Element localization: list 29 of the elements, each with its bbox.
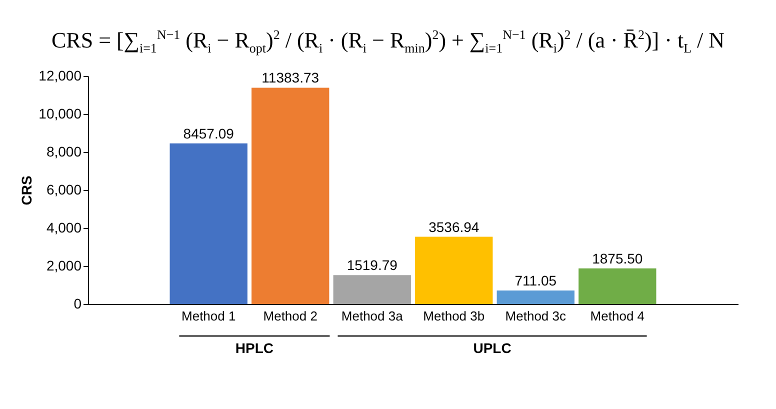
y-tick-label: 6,000	[46, 182, 82, 198]
data-label: 1875.50	[592, 250, 643, 266]
bar	[252, 88, 330, 304]
y-tick-label: 0	[74, 296, 82, 312]
y-tick-label: 4,000	[46, 220, 82, 236]
y-tick-label: 8,000	[46, 144, 82, 160]
bar	[496, 290, 574, 304]
text: UPLC	[473, 340, 512, 356]
y-tick-label: 2,000	[46, 258, 82, 274]
x-tick-label: Method 2	[263, 308, 318, 324]
x-tick-label: Method 3a	[341, 308, 404, 324]
data-label: 8457.09	[183, 125, 234, 142]
x-tick-label: Method 4	[590, 308, 645, 324]
data-label: 11383.73	[262, 70, 320, 86]
bar	[333, 275, 411, 304]
y-tick-label: 12,000	[38, 68, 82, 84]
data-label: 711.05	[514, 272, 557, 288]
bar	[170, 143, 248, 304]
text: HPLC	[235, 340, 274, 356]
chart-title: CRS = [∑$_{i=1}$$^{N−1}$ (R$_{i}$ − R$_{opt}$)$^{2}$ / (R$_{i}$ · (R$_{i}$ − R$_{min}$)$^{2}$) + ∑$_{i=1}$$^{N−1}$ (R$_{i}$)$^{2}$ / (a · R̄$^{2}$)] · t$_{L}$ / N	[51, 27, 725, 56]
bar	[415, 236, 493, 304]
bar	[578, 268, 656, 304]
x-tick-label: Method 1	[181, 308, 236, 324]
data-label: 1519.79	[346, 257, 398, 274]
y-axis-title: CRS	[18, 176, 35, 206]
x-tick-label: Method 3c	[505, 308, 566, 324]
x-tick-label: Method 3b	[423, 308, 485, 324]
data-label: 3536.94	[428, 218, 480, 235]
y-tick-label: 10,000	[38, 106, 82, 122]
